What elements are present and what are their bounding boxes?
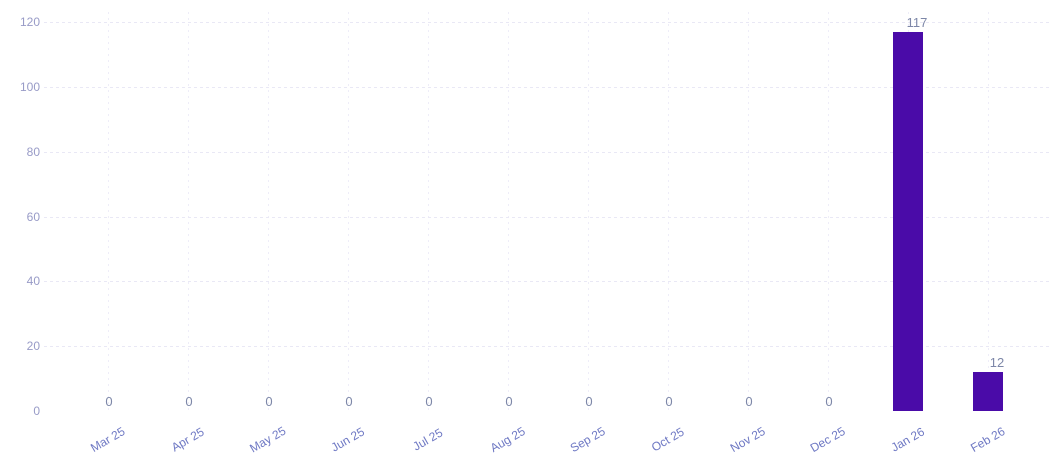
h-gridline (44, 216, 1050, 218)
x-axis-label: Jan 26 (888, 424, 927, 455)
v-gridline (748, 12, 749, 411)
x-axis-label: Mar 25 (88, 424, 128, 455)
bar-value-label: 0 (745, 394, 753, 409)
bar-value-label: 0 (585, 394, 593, 409)
bar-value-label: 0 (185, 394, 193, 409)
v-gridline (668, 12, 669, 411)
bar-value-label: 0 (825, 394, 833, 409)
v-gridline (188, 12, 189, 411)
x-axis-label: Aug 25 (487, 423, 528, 456)
v-gridline (508, 12, 509, 411)
y-axis-label: 80 (26, 144, 40, 159)
v-gridline (268, 12, 269, 411)
bar-value-label: 0 (265, 394, 273, 409)
x-axis-label: Nov 25 (727, 423, 768, 456)
h-gridline (44, 86, 1050, 88)
y-axis-label: 100 (19, 79, 40, 94)
x-axis-label: Dec 25 (807, 423, 848, 456)
h-gridline (44, 151, 1050, 153)
v-gridline (988, 12, 989, 411)
bar-value-label: 0 (105, 394, 113, 409)
bar-value-label: 117 (906, 14, 928, 30)
bar-value-label: 0 (665, 394, 673, 409)
x-axis-label: Apr 25 (168, 424, 207, 455)
bar-value-label: 12 (989, 355, 1005, 371)
v-gridline (828, 12, 829, 411)
bar-value-label: 0 (345, 394, 353, 409)
v-gridline (588, 12, 589, 411)
h-gridline (44, 22, 1050, 23)
x-axis-label: Oct 25 (648, 424, 687, 455)
bar-value-label: 0 (505, 394, 513, 409)
y-axis-label: 20 (26, 339, 40, 354)
v-gridline (428, 12, 429, 411)
h-gridline (44, 346, 1050, 348)
y-axis-label: 60 (26, 209, 40, 224)
bar[interactable] (893, 31, 923, 411)
x-axis-label: Jun 25 (328, 424, 367, 455)
v-gridline (108, 12, 109, 411)
y-axis-label: 40 (26, 274, 40, 289)
v-gridline (348, 12, 349, 411)
x-axis-label: Feb 26 (968, 424, 1008, 455)
bar[interactable] (973, 372, 1003, 411)
y-axis-label: 120 (19, 15, 40, 29)
x-axis-label: May 25 (247, 423, 289, 456)
h-gridline (44, 281, 1050, 283)
y-axis-label: 0 (33, 404, 40, 418)
x-axis-label: Sep 25 (567, 423, 608, 456)
bar-value-label: 0 (425, 394, 433, 409)
x-axis-label: Jul 25 (410, 425, 446, 454)
